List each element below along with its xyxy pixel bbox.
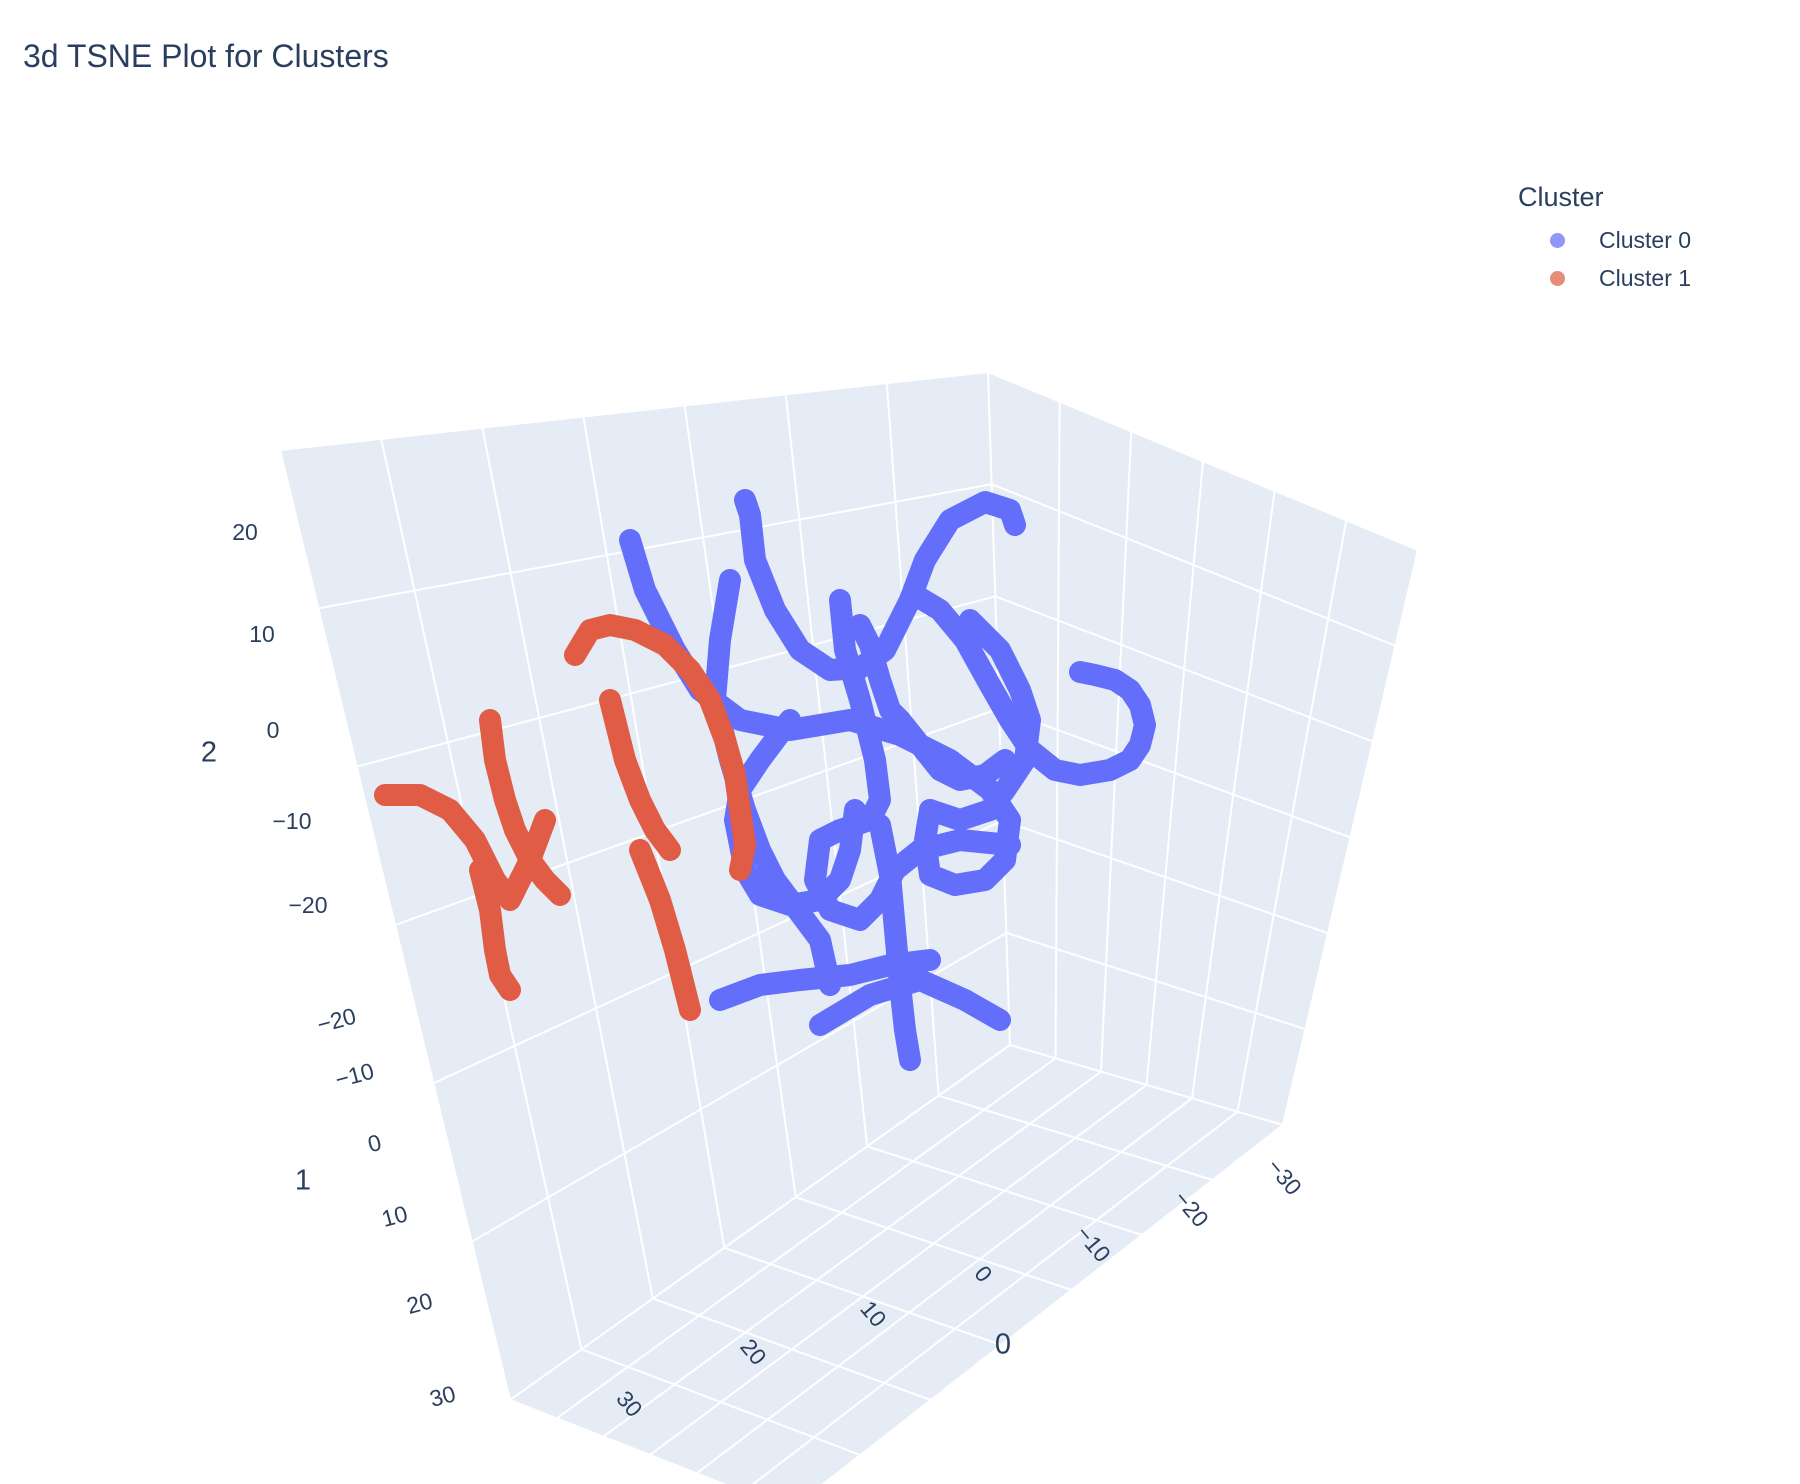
data-marks[interactable] — [374, 489, 1156, 1071]
legend-label-cluster-0: Cluster 0 — [1599, 226, 1692, 253]
trajectory-strand[interactable] — [704, 569, 841, 996]
y-gridline — [751, 1110, 1239, 1484]
x-gridline — [652, 1297, 932, 1401]
y-tick-label: 10 — [379, 1200, 410, 1232]
trajectory-strand[interactable] — [564, 614, 756, 881]
x-gridline — [866, 1145, 1143, 1236]
chart-title: 3d TSNE Plot for Clusters — [23, 38, 389, 74]
trajectory-strand[interactable] — [804, 589, 1021, 931]
y-gridline — [696, 1097, 1193, 1475]
trajectory-strand[interactable] — [809, 969, 1011, 1036]
trajectory-strand[interactable] — [629, 839, 701, 1021]
z-tick-label: 0 — [267, 717, 280, 743]
trajectory-strand[interactable] — [849, 614, 1016, 791]
x-gridline — [723, 1246, 1002, 1346]
grid-lines — [318, 383, 1396, 1484]
trajectory-strand[interactable] — [904, 584, 1156, 786]
trajectory-strand[interactable] — [469, 859, 521, 1001]
y-gridline — [602, 1070, 1102, 1438]
series-cluster-1[interactable] — [374, 614, 756, 1021]
axis-titles: 210 — [201, 737, 1011, 1361]
right-pane-horizontal-gridline — [1006, 931, 1306, 1031]
series-cluster-0[interactable] — [619, 489, 1156, 1071]
x-gridline — [581, 1348, 861, 1456]
x-axis-title: 0 — [995, 1329, 1011, 1361]
legend[interactable]: Cluster Cluster 0 Cluster 1 — [1518, 182, 1691, 297]
right-pane-horizontal-gridline — [994, 595, 1374, 743]
y-tick-label: 0 — [365, 1129, 384, 1157]
legend-title: Cluster — [1518, 182, 1604, 212]
x-gridline — [795, 1196, 1073, 1291]
legend-marker-cluster-0 — [1550, 232, 1565, 248]
y-axis-title: 1 — [295, 1165, 311, 1197]
z-gridline — [318, 483, 992, 610]
legend-label-cluster-1: Cluster 1 — [1599, 264, 1692, 291]
trajectory-strand[interactable] — [869, 814, 921, 1071]
z-tick-label: 10 — [249, 621, 275, 647]
z-tick-label: −10 — [272, 808, 311, 834]
legend-item-cluster-1[interactable]: Cluster 1 — [1518, 259, 1691, 297]
y-tick-label: −20 — [314, 1003, 358, 1038]
trajectory-strand[interactable] — [599, 689, 681, 861]
y-tick-label: 30 — [427, 1380, 458, 1412]
axis-background-panes — [278, 370, 1420, 1484]
x-tick-label: −30 — [1262, 1153, 1307, 1200]
right-pane-horizontal-gridline — [1002, 819, 1329, 935]
y-gridline — [649, 1084, 1148, 1456]
right-pane-horizontal-gridline — [998, 707, 1351, 839]
y-gridline — [556, 1057, 1057, 1420]
z-tick-label: 20 — [232, 519, 258, 545]
z-axis-title: 2 — [201, 737, 217, 769]
y-tick-label: −10 — [332, 1058, 376, 1093]
trajectory-strand[interactable] — [479, 709, 571, 906]
z-tick-label: −20 — [288, 892, 327, 918]
x-gridline — [938, 1094, 1213, 1181]
right-pane-horizontal-gridline — [991, 483, 1396, 647]
legend-marker-cluster-1 — [1550, 270, 1565, 286]
legend-item-cluster-0[interactable]: Cluster 0 — [1518, 221, 1691, 259]
y-tick-label: 20 — [404, 1287, 435, 1319]
